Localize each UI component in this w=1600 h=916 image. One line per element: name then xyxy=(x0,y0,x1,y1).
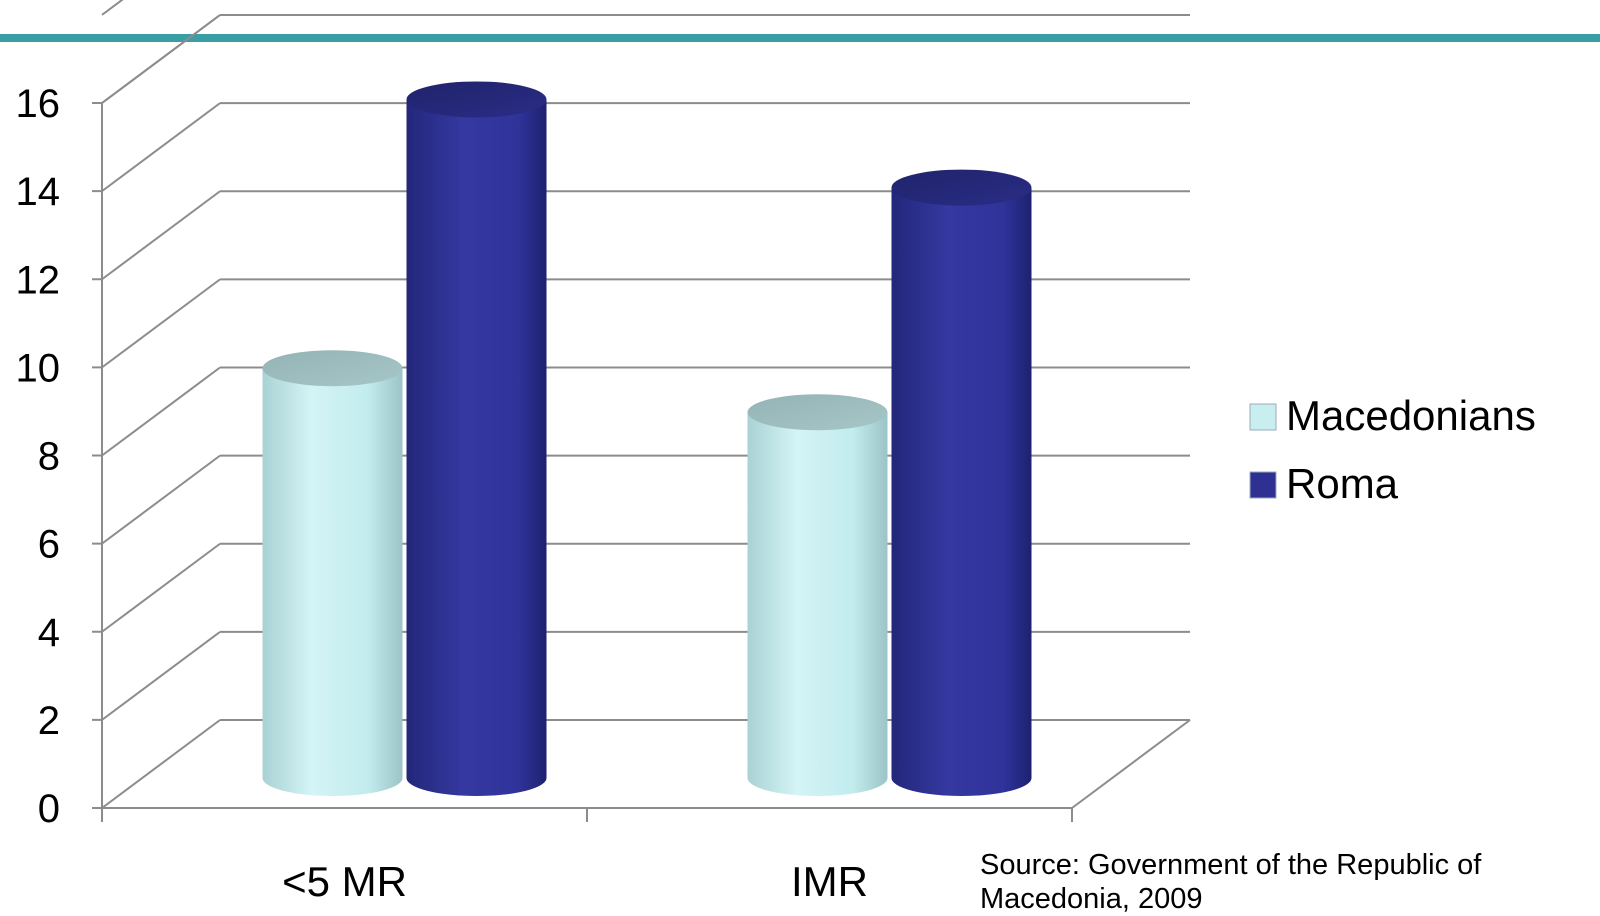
legend-swatch-roma xyxy=(1249,471,1277,499)
y-axis-ticks: 0 2 4 6 8 10 12 14 16 xyxy=(16,82,102,831)
y-tick-label: 10 xyxy=(16,346,61,390)
legend: Macedonians Roma xyxy=(1249,392,1536,507)
y-tick-label: 2 xyxy=(38,699,60,743)
legend-label-roma: Roma xyxy=(1286,460,1399,507)
y-tick-label: 8 xyxy=(38,435,60,479)
y-tick-label: 0 xyxy=(38,787,60,831)
y-tick-label: 16 xyxy=(16,82,61,126)
gridline-side xyxy=(101,366,221,457)
x-category-label: IMR xyxy=(791,858,868,905)
gridline-side xyxy=(101,542,221,633)
y-tick-label: 14 xyxy=(16,170,61,214)
bar-roma-0 xyxy=(406,81,547,796)
bar-body xyxy=(262,368,403,796)
gridline-side xyxy=(101,719,221,809)
bar-body xyxy=(406,99,547,796)
bars xyxy=(262,81,1032,796)
gridline-side xyxy=(101,190,221,281)
bar-top xyxy=(747,394,888,431)
bar-macedonians-1 xyxy=(747,394,888,796)
gridline-side xyxy=(101,102,221,192)
y-tick-label: 12 xyxy=(16,258,61,302)
y-tick-label: 6 xyxy=(38,523,60,567)
bar-roma-1 xyxy=(891,169,1032,796)
y-tick-label: 4 xyxy=(38,611,60,655)
x-axis-ticks: <5 MR IMR xyxy=(101,808,1073,905)
gridline-side xyxy=(101,631,221,721)
gridline-side xyxy=(101,278,221,369)
legend-swatch-macedonians xyxy=(1249,403,1277,431)
source-note: Source: Government of the Republic of Ma… xyxy=(980,849,1482,915)
bar-top xyxy=(891,169,1032,206)
gridline-side xyxy=(101,454,221,545)
bar-body xyxy=(891,187,1032,796)
floor-right-edge xyxy=(1071,719,1191,809)
bar-top xyxy=(262,350,403,387)
bar-top xyxy=(406,81,547,118)
bar-macedonians-0 xyxy=(262,350,403,796)
x-category-label: <5 MR xyxy=(282,858,407,905)
gridline-side xyxy=(101,14,221,104)
bar-body xyxy=(747,412,888,796)
legend-label-macedonians: Macedonians xyxy=(1286,392,1536,439)
gridline-side xyxy=(101,0,124,16)
